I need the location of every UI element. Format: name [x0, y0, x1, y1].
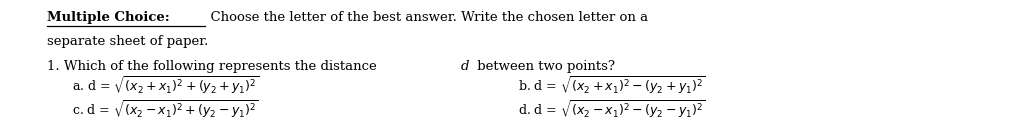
Text: 1. Which of the following represents the distance: 1. Which of the following represents the… [47, 60, 381, 73]
Text: between two points?: between two points? [472, 60, 615, 73]
Text: a. d = $\sqrt{(x_2+x_1)^2+(y_2+y_1)^2}$: a. d = $\sqrt{(x_2+x_1)^2+(y_2+y_1)^2}$ [72, 75, 260, 97]
Text: Choose the letter of the best answer. Write the chosen letter on a: Choose the letter of the best answer. Wr… [202, 11, 648, 24]
Text: d: d [460, 60, 468, 73]
Text: Multiple Choice:: Multiple Choice: [47, 11, 170, 24]
Text: separate sheet of paper.: separate sheet of paper. [47, 35, 208, 48]
Text: d. d = $\sqrt{(x_2-x_1)^2-(y_2-y_1)^2}$: d. d = $\sqrt{(x_2-x_1)^2-(y_2-y_1)^2}$ [518, 99, 706, 121]
Text: b. d = $\sqrt{(x_2+x_1)^2-(y_2+y_1)^2}$: b. d = $\sqrt{(x_2+x_1)^2-(y_2+y_1)^2}$ [518, 75, 706, 97]
Text: c. d = $\sqrt{(x_2-x_1)^2+(y_2-y_1)^2}$: c. d = $\sqrt{(x_2-x_1)^2+(y_2-y_1)^2}$ [72, 99, 259, 121]
